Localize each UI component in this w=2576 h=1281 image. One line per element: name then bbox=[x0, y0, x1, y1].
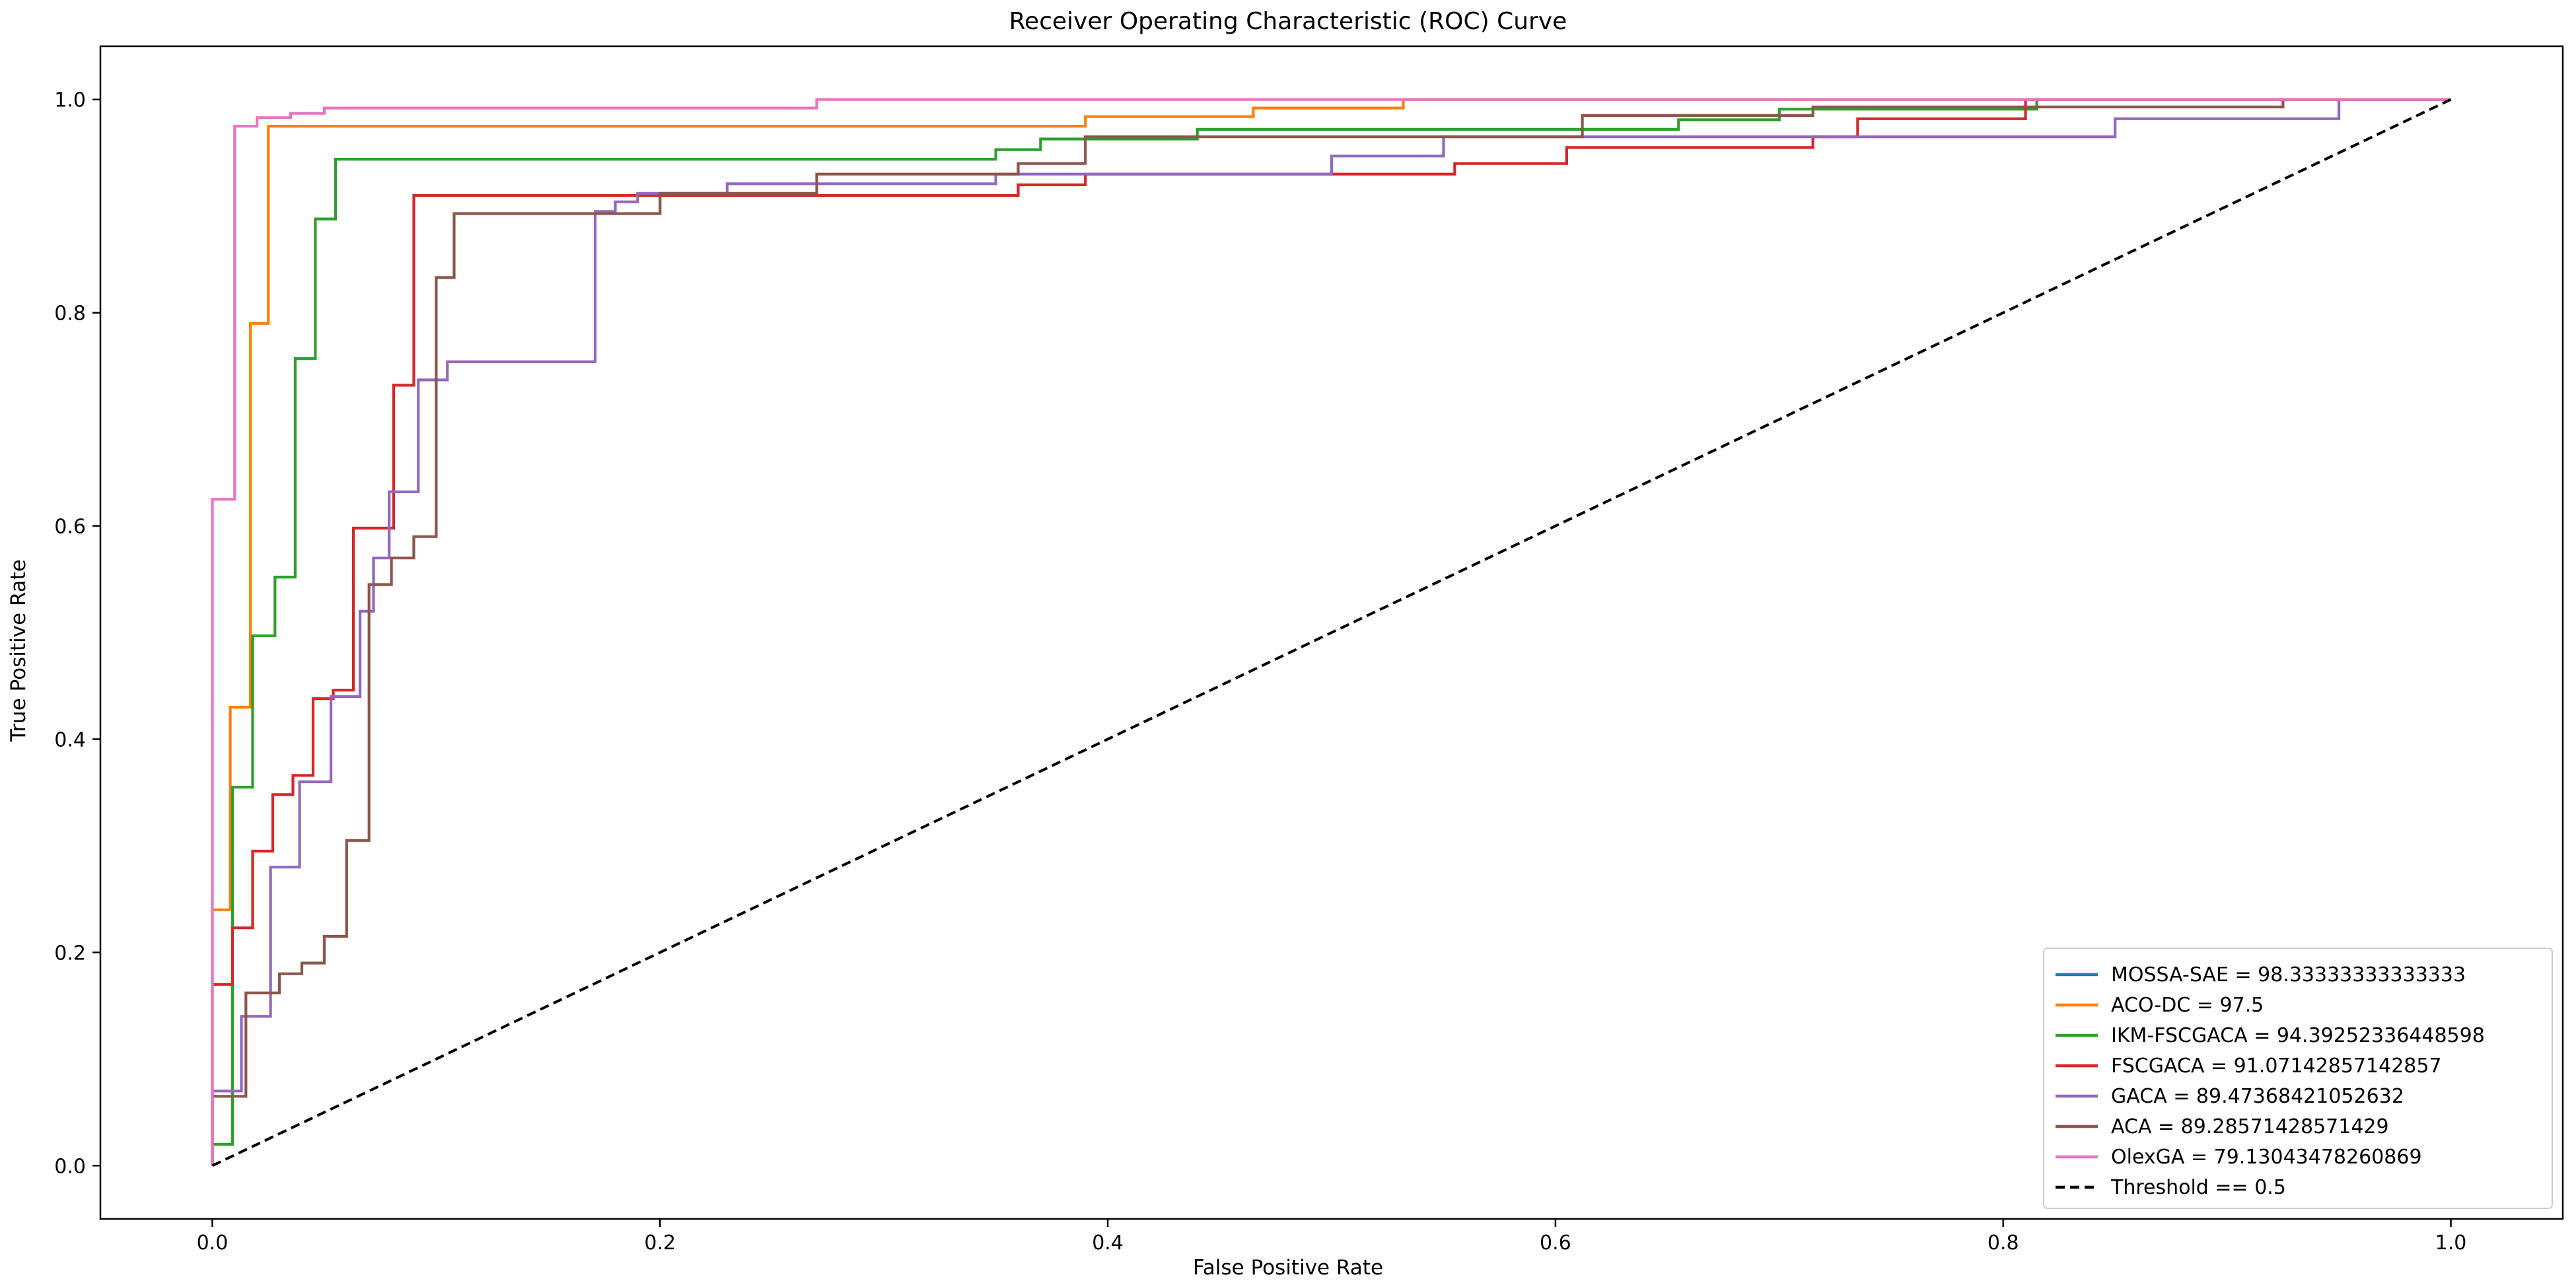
y-tick-label: 1.0 bbox=[54, 89, 86, 112]
legend-entry-6: OlexGA = 79.13043478260869 bbox=[2111, 1146, 2422, 1169]
legend-entry-0: MOSSA-SAE = 98.33333333333333 bbox=[2111, 963, 2466, 987]
series-line-3 bbox=[211, 98, 2451, 1166]
y-tick-label: 0.2 bbox=[54, 942, 86, 965]
y-axis-label: True Positive Rate bbox=[7, 559, 30, 742]
legend-entry-4: GACA = 89.47368421052632 bbox=[2111, 1085, 2404, 1108]
x-axis-label: False Positive Rate bbox=[1193, 1256, 1383, 1280]
x-tick-label: 0.6 bbox=[1540, 1231, 1571, 1255]
series-line-6 bbox=[211, 98, 2451, 1166]
y-tick-label: 0.8 bbox=[54, 302, 86, 326]
series-line-2 bbox=[211, 98, 2451, 1166]
series-line-5 bbox=[211, 99, 2285, 1166]
legend-entry-7: Threshold == 0.5 bbox=[2110, 1176, 2286, 1199]
x-tick-label: 0.4 bbox=[1092, 1231, 1124, 1255]
series-line-4 bbox=[211, 98, 2451, 1166]
y-tick-label: 0.6 bbox=[54, 516, 86, 539]
plot-frame bbox=[99, 45, 2564, 1220]
chart-title: Receiver Operating Characteristic (ROC) … bbox=[1009, 8, 1567, 35]
x-tick-label: 1.0 bbox=[2435, 1231, 2467, 1255]
x-tick-label: 0.8 bbox=[1987, 1231, 2019, 1255]
x-tick-label: 0.2 bbox=[644, 1231, 676, 1255]
legend-entry-3: FSCGACA = 91.07142857142857 bbox=[2111, 1055, 2442, 1078]
legend-entry-5: ACA = 89.28571428571429 bbox=[2111, 1115, 2389, 1138]
y-tick-label: 0.0 bbox=[54, 1155, 86, 1178]
series-line-7 bbox=[211, 98, 2452, 1167]
series-line-1 bbox=[211, 98, 2451, 1166]
legend-box bbox=[2043, 948, 2553, 1209]
y-tick-label: 0.4 bbox=[54, 728, 86, 751]
legend: MOSSA-SAE = 98.33333333333333 ACO-DC = 97… bbox=[2043, 948, 2553, 1209]
x-tick-label: 0.0 bbox=[197, 1231, 229, 1255]
plot-area: 0.0 0.2 0.4 0.6 0.8 1.0 0.0 0.2 0.4 0.6 0.8 1.0 bbox=[54, 45, 2564, 1255]
legend-entry-1: ACO-DC = 97.5 bbox=[2111, 994, 2264, 1017]
legend-entry-2: IKM-FSCGACA = 94.39252336448598 bbox=[2111, 1024, 2485, 1047]
